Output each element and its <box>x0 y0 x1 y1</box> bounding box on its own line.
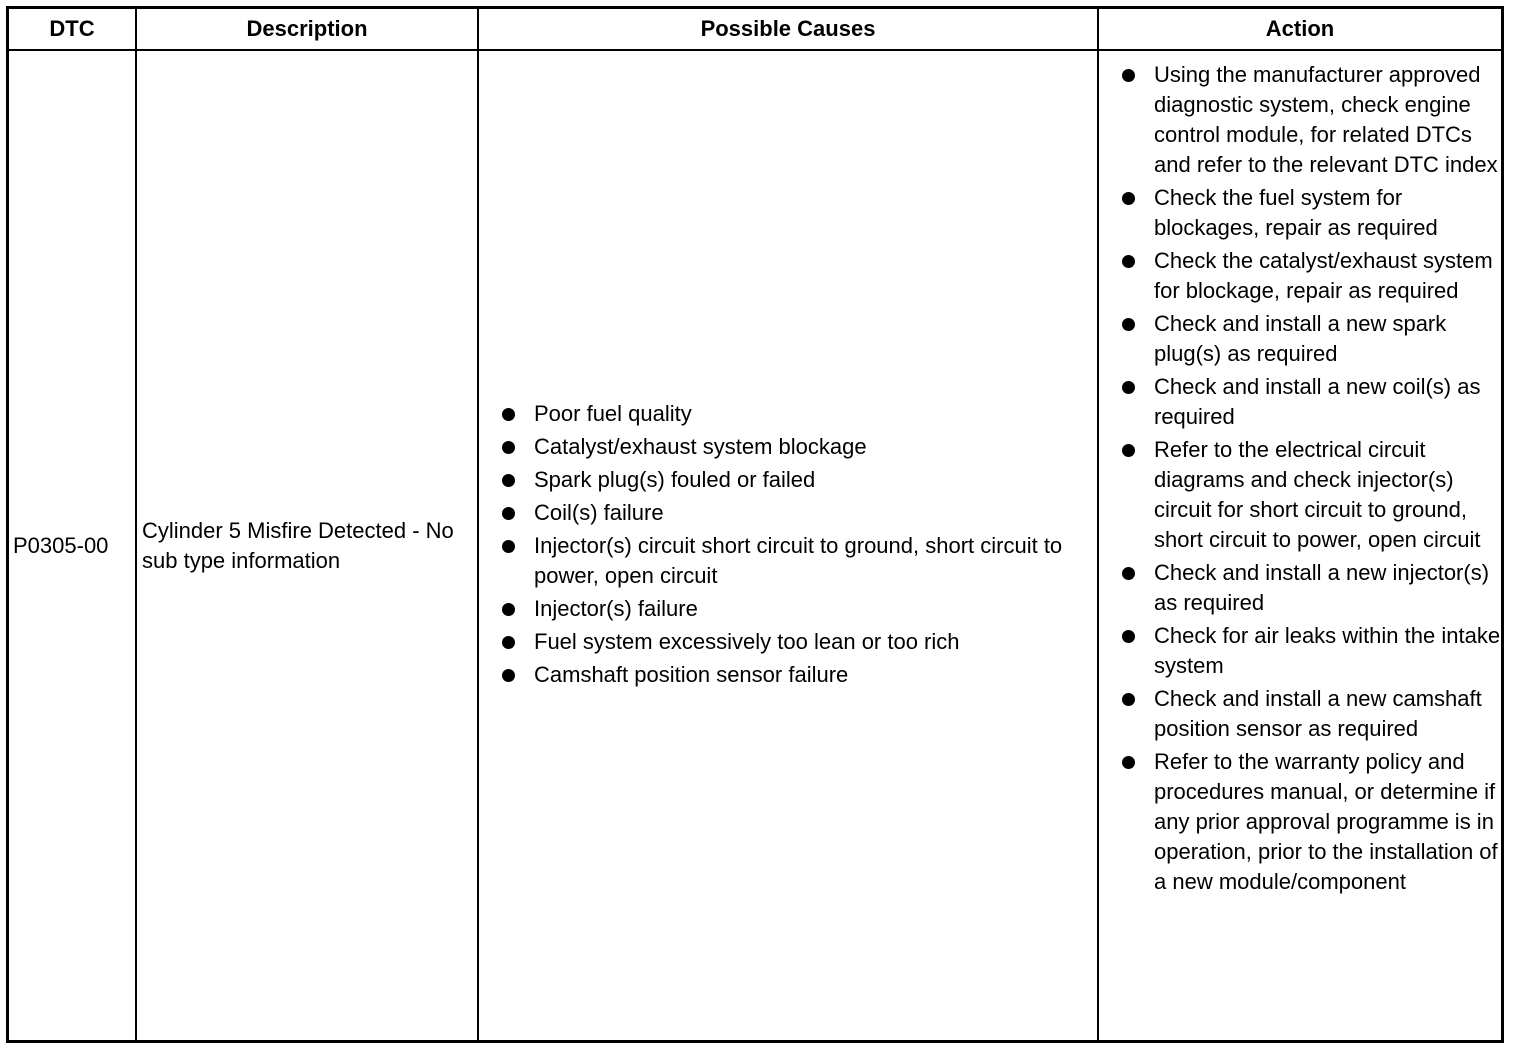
list-item: Check and install a new injector(s) as r… <box>1119 558 1507 618</box>
list-item: Check and install a new coil(s) as requi… <box>1119 372 1507 432</box>
list-item: Check for air leaks within the intake sy… <box>1119 621 1507 681</box>
header-possible-causes: Possible Causes <box>700 16 876 41</box>
column-divider <box>135 9 137 1040</box>
list-item: Using the manufacturer approved diagnost… <box>1119 60 1507 180</box>
list-item: Coil(s) failure <box>499 498 1089 528</box>
list-item: Check the catalyst/exhaust system for bl… <box>1119 246 1507 306</box>
list-item: Poor fuel quality <box>499 399 1089 429</box>
column-divider <box>477 9 479 1040</box>
list-item: Refer to the warranty policy and procedu… <box>1119 747 1507 897</box>
possible-causes-list: Poor fuel quality Catalyst/exhaust system… <box>499 399 1089 693</box>
action-list: Using the manufacturer approved diagnost… <box>1119 60 1507 900</box>
list-item: Injector(s) failure <box>499 594 1089 624</box>
cell-dtc: P0305-00 <box>13 51 133 1040</box>
dtc-table: DTC Description Possible Causes Action P… <box>6 6 1504 1043</box>
list-item: Spark plug(s) fouled or failed <box>499 465 1089 495</box>
list-item: Catalyst/exhaust system blockage <box>499 432 1089 462</box>
cell-description: Cylinder 5 Misfire Detected - No sub typ… <box>142 51 474 1040</box>
column-divider <box>1097 9 1099 1040</box>
header-dtc: DTC <box>49 16 95 41</box>
cell-possible-causes: Poor fuel quality Catalyst/exhaust system… <box>499 51 1089 1040</box>
list-item: Fuel system excessively too lean or too … <box>499 627 1089 657</box>
dtc-code: P0305-00 <box>13 532 109 558</box>
list-item: Check and install a new spark plug(s) as… <box>1119 309 1507 369</box>
header-action: Action <box>1265 16 1335 41</box>
list-item: Check and install a new camshaft positio… <box>1119 684 1507 744</box>
dtc-description: Cylinder 5 Misfire Detected - No sub typ… <box>142 517 454 573</box>
list-item: Camshaft position sensor failure <box>499 660 1089 690</box>
list-item: Check the fuel system for blockages, rep… <box>1119 183 1507 243</box>
cell-action: Using the manufacturer approved diagnost… <box>1119 51 1507 1040</box>
header-divider <box>9 49 1501 51</box>
list-item: Injector(s) circuit short circuit to gro… <box>499 531 1089 591</box>
header-description: Description <box>246 16 368 41</box>
list-item: Refer to the electrical circuit diagrams… <box>1119 435 1507 555</box>
